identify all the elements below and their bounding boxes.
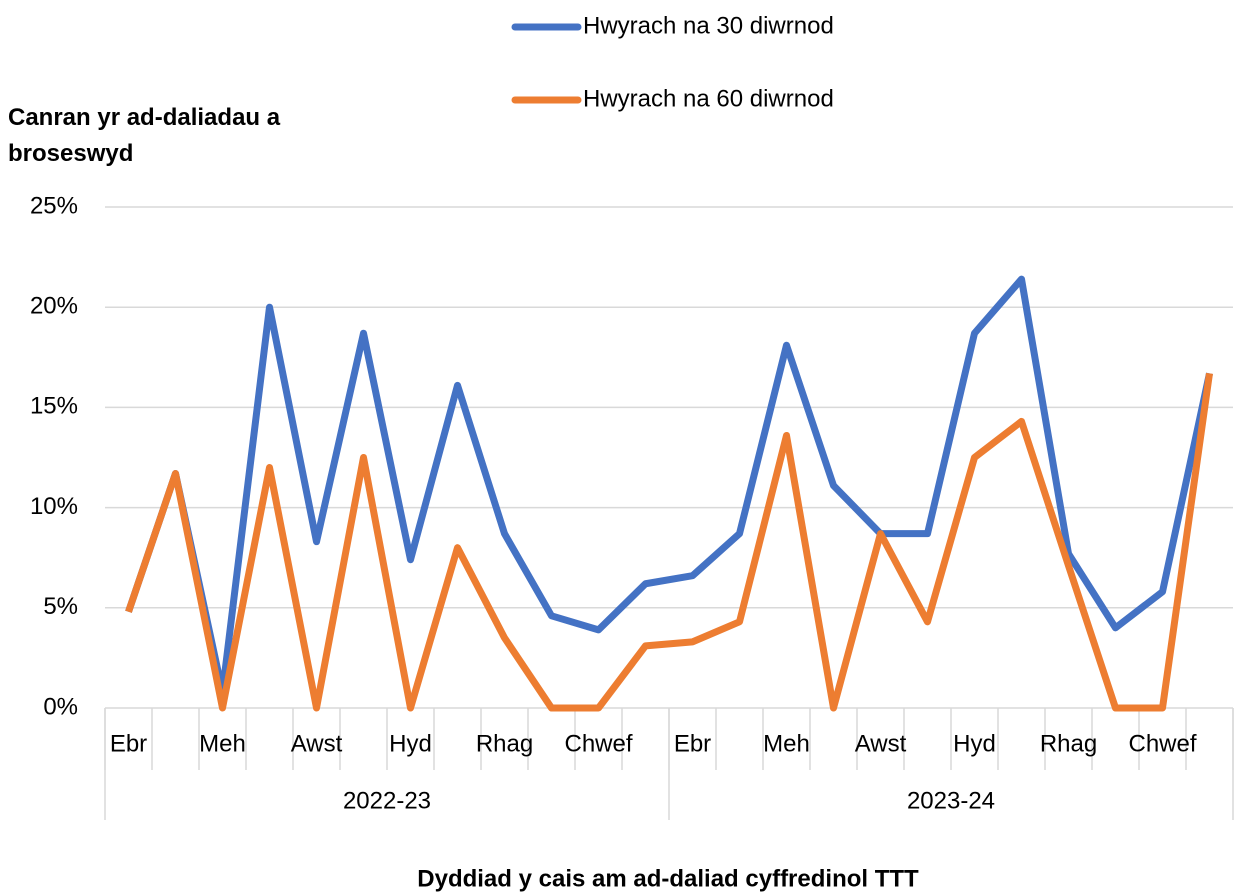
y-tick-label: 10% <box>30 493 78 520</box>
y-tick-label: 0% <box>43 693 78 720</box>
y-tick-label: 25% <box>30 192 78 219</box>
x-tick-label: Awst <box>855 730 907 757</box>
x-tick-label: Meh <box>763 730 810 757</box>
x-axis-title: Dyddiad y cais am ad-daliad cyffredinol … <box>417 865 919 892</box>
x-tick-label: Meh <box>199 730 246 757</box>
y-tick-label: 15% <box>30 393 78 420</box>
series-line <box>125 372 1213 712</box>
x-tick-label: Hyd <box>953 730 996 757</box>
series-line <box>125 275 1213 696</box>
x-tick-label: Rhag <box>1040 730 1097 757</box>
x-tick-label: Chwef <box>1128 730 1196 757</box>
group-label: 2023-24 <box>907 787 995 814</box>
x-tick-label: Hyd <box>389 730 432 757</box>
group-label: 2022-23 <box>343 787 431 814</box>
legend-label: Hwyrach na 60 diwrnod <box>583 85 834 112</box>
x-tick-label: Awst <box>291 730 343 757</box>
x-tick-label: Chwef <box>564 730 632 757</box>
y-tick-label: 20% <box>30 293 78 320</box>
y-axis-title: Canran yr ad-daliadau a broseswyd <box>8 104 281 167</box>
legend-label: Hwyrach na 30 diwrnod <box>583 12 834 39</box>
x-tick-label: Rhag <box>476 730 533 757</box>
y-tick-label: 5% <box>43 593 78 620</box>
x-tick-label: Ebr <box>674 730 711 757</box>
x-tick-label: Ebr <box>110 730 147 757</box>
